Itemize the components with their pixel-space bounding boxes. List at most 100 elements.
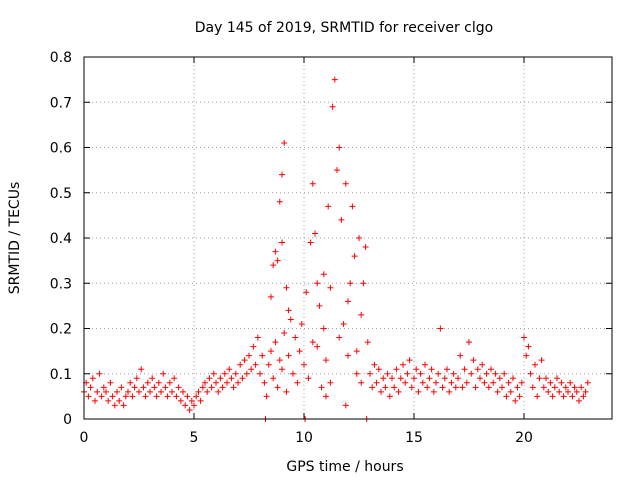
data-point	[292, 334, 299, 341]
data-point	[382, 384, 389, 391]
data-point	[503, 393, 510, 400]
y-tick-label: 0.5	[50, 186, 72, 202]
data-point	[446, 388, 453, 395]
data-point	[98, 393, 105, 400]
data-point	[283, 284, 290, 291]
data-point	[455, 375, 461, 382]
data-point	[408, 384, 415, 391]
data-point	[367, 370, 373, 377]
data-point	[492, 370, 499, 377]
data-point	[470, 357, 477, 364]
data-points	[81, 76, 591, 422]
data-point	[573, 388, 580, 395]
axis-ticks: 0 0.1 0.2 0.3 0.4 0.5 0.6 0.7 0.8 0 5 10 15 20	[50, 50, 612, 446]
y-tick-label: 0	[63, 412, 72, 428]
data-point	[279, 366, 285, 373]
data-point	[155, 379, 162, 386]
data-point	[140, 384, 147, 391]
data-point	[441, 375, 448, 382]
y-tick-label: 0.8	[50, 50, 72, 66]
data-point	[320, 325, 327, 332]
data-point	[433, 379, 439, 386]
data-point	[351, 253, 358, 260]
data-point	[331, 76, 338, 83]
data-point	[345, 352, 351, 359]
data-point	[327, 379, 334, 386]
data-point	[428, 366, 435, 373]
data-point	[153, 393, 160, 400]
data-point	[226, 366, 233, 373]
data-point	[230, 384, 237, 391]
data-point	[496, 375, 503, 382]
data-point	[556, 388, 563, 395]
data-point	[180, 388, 186, 395]
data-point	[138, 366, 145, 373]
data-point	[221, 370, 228, 377]
data-point	[215, 388, 222, 395]
data-point	[340, 320, 347, 327]
data-point	[527, 370, 534, 377]
data-point	[549, 393, 556, 400]
data-point	[538, 357, 545, 364]
data-point	[307, 239, 314, 246]
data-point	[576, 397, 582, 404]
data-point	[285, 307, 292, 314]
data-point	[129, 393, 136, 400]
data-point	[149, 375, 156, 382]
data-point	[243, 370, 250, 377]
y-tick-label: 0.2	[50, 322, 72, 338]
data-point	[217, 375, 224, 382]
data-point	[204, 388, 211, 395]
data-point	[345, 298, 351, 305]
data-point	[353, 348, 360, 355]
data-point	[494, 388, 501, 395]
data-point	[131, 384, 138, 391]
data-point	[488, 366, 494, 373]
data-point	[237, 361, 244, 368]
data-point	[384, 370, 391, 377]
data-point	[380, 375, 387, 382]
data-point	[175, 384, 182, 391]
data-point	[529, 384, 536, 391]
data-point	[466, 339, 472, 346]
data-point	[219, 384, 226, 391]
data-point	[210, 370, 217, 377]
data-point	[294, 379, 301, 386]
data-point	[364, 339, 371, 346]
data-point	[507, 388, 514, 395]
data-point	[360, 280, 367, 287]
data-point	[184, 393, 191, 400]
data-point	[213, 379, 219, 386]
data-point	[578, 384, 585, 391]
data-point	[510, 375, 516, 382]
data-point	[468, 370, 475, 377]
data-point	[235, 379, 241, 386]
data-point	[314, 280, 321, 287]
data-point	[312, 230, 318, 237]
data-point	[116, 397, 123, 404]
data-point	[160, 370, 167, 377]
data-point	[479, 361, 486, 368]
data-point	[164, 393, 171, 400]
data-point	[452, 384, 459, 391]
data-point	[142, 393, 149, 400]
data-point	[272, 248, 279, 255]
data-point	[303, 289, 310, 296]
data-point	[318, 384, 325, 391]
data-point	[472, 384, 479, 391]
grid-lines	[84, 57, 612, 419]
data-point	[259, 352, 266, 359]
data-point	[389, 375, 395, 382]
data-point	[490, 379, 497, 386]
data-point	[147, 388, 153, 395]
data-point	[342, 402, 349, 409]
data-point	[188, 397, 195, 404]
data-point	[439, 384, 446, 391]
data-point	[419, 379, 426, 386]
data-point	[448, 379, 455, 386]
data-point	[279, 171, 285, 178]
data-point	[532, 361, 538, 368]
data-point	[118, 384, 125, 391]
data-point	[378, 388, 384, 395]
data-point	[402, 379, 409, 386]
